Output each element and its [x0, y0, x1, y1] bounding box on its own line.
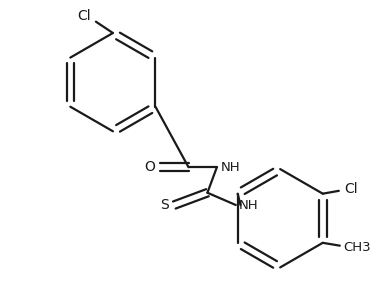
- Text: NH: NH: [220, 161, 240, 174]
- Text: CH3: CH3: [343, 241, 370, 254]
- Text: NH: NH: [239, 199, 259, 211]
- Text: O: O: [144, 160, 155, 174]
- Text: Cl: Cl: [78, 9, 91, 23]
- Text: Cl: Cl: [344, 182, 358, 196]
- Text: S: S: [161, 198, 169, 212]
